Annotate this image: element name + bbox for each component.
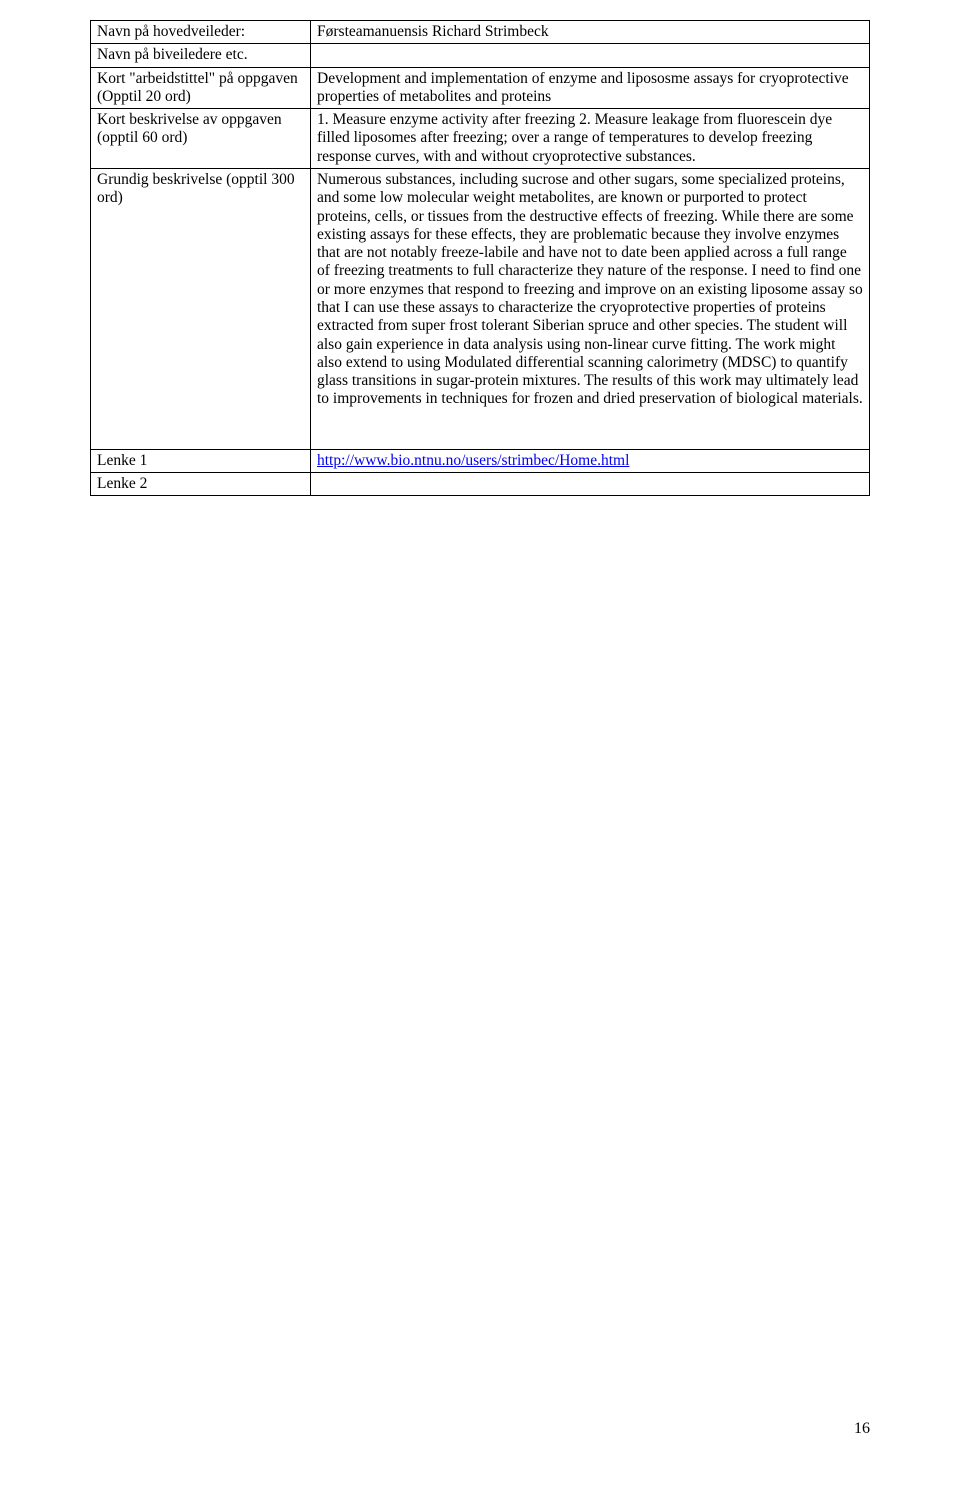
link-1[interactable]: http://www.bio.ntnu.no/users/strimbec/Ho… xyxy=(317,452,629,469)
field-value-biveiledere xyxy=(311,44,870,67)
form-table: Navn på hovedveileder: Førsteamanuensis … xyxy=(90,20,870,496)
field-label-hovedveileder: Navn på hovedveileder: xyxy=(91,21,311,44)
table-row: Grundig beskrivelse (opptil 300 ord) Num… xyxy=(91,168,870,449)
field-label-grundig-beskrivelse: Grundig beskrivelse (opptil 300 ord) xyxy=(91,168,311,449)
field-value-kort-beskrivelse: 1. Measure enzyme activity after freezin… xyxy=(311,109,870,169)
field-label-lenke2: Lenke 2 xyxy=(91,472,311,495)
table-row: Navn på hovedveileder: Førsteamanuensis … xyxy=(91,21,870,44)
field-label-kort-beskrivelse: Kort beskrivelse av oppgaven (opptil 60 … xyxy=(91,109,311,169)
table-row: Kort beskrivelse av oppgaven (opptil 60 … xyxy=(91,109,870,169)
field-value-arbeidstittel: Development and implementation of enzyme… xyxy=(311,67,870,109)
field-value-lenke2 xyxy=(311,472,870,495)
field-value-hovedveileder: Førsteamanuensis Richard Strimbeck xyxy=(311,21,870,44)
table-row: Kort "arbeidstittel" på oppgaven (Opptil… xyxy=(91,67,870,109)
grundig-text: Numerous substances, including sucrose a… xyxy=(317,171,863,407)
table-row: Lenke 1 http://www.bio.ntnu.no/users/str… xyxy=(91,449,870,472)
field-label-biveiledere: Navn på biveiledere etc. xyxy=(91,44,311,67)
field-label-lenke1: Lenke 1 xyxy=(91,449,311,472)
field-value-grundig-beskrivelse: Numerous substances, including sucrose a… xyxy=(311,168,870,449)
document-page: Navn på hovedveileder: Førsteamanuensis … xyxy=(0,0,960,516)
field-value-lenke1: http://www.bio.ntnu.no/users/strimbec/Ho… xyxy=(311,449,870,472)
table-row: Navn på biveiledere etc. xyxy=(91,44,870,67)
field-label-arbeidstittel: Kort "arbeidstittel" på oppgaven (Opptil… xyxy=(91,67,311,109)
page-number: 16 xyxy=(854,1420,870,1438)
table-row: Lenke 2 xyxy=(91,472,870,495)
